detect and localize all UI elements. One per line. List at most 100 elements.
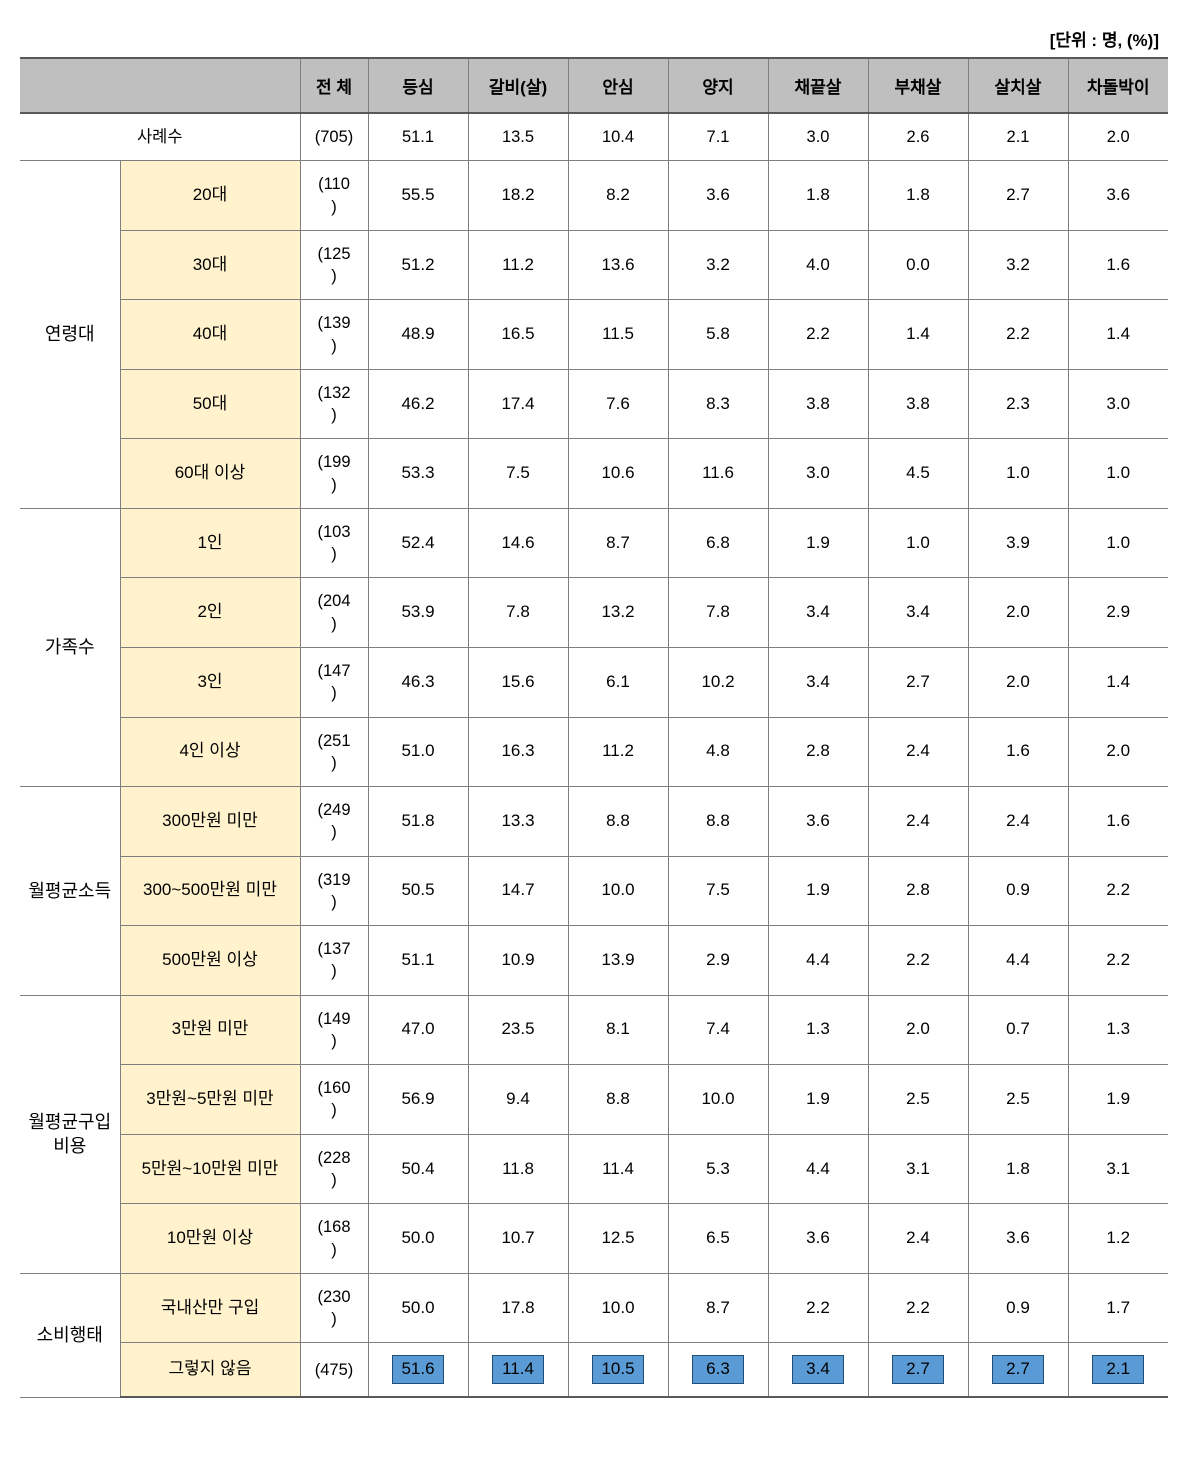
cell-v1: 11.4 [468,1343,568,1397]
cell-v4: 3.4 [768,578,868,648]
table-row: 30대(125)51.211.213.63.24.00.03.21.6 [20,230,1168,300]
cell-v0: 53.9 [368,578,468,648]
count-cell: (103) [300,508,368,578]
cell-v7: 2.2 [1068,926,1168,996]
cell-v4: 3.6 [768,787,868,857]
cell-v0: 51.0 [368,717,468,787]
cell-v4: 3.8 [768,369,868,439]
count-cell: (137) [300,926,368,996]
cell-v0: 48.9 [368,300,468,370]
col-group [20,58,300,113]
col-v3: 양지 [668,58,768,113]
cell-v6: 2.7 [968,161,1068,231]
cell-v5: 3.4 [868,578,968,648]
cell-v5: 2.4 [868,787,968,857]
cell-v5: 0.0 [868,230,968,300]
group-label: 월평균구입비용 [20,995,120,1273]
cell-v5: 1.0 [868,508,968,578]
cell-v5: 1.8 [868,161,968,231]
cell-v1: 10.7 [468,1204,568,1274]
cell-v5: 2.4 [868,717,968,787]
count-cell: (319) [300,856,368,926]
col-count: 전 체 [300,58,368,113]
cell-v6: 3.6 [968,1204,1068,1274]
cell-v0: 56.9 [368,1065,468,1135]
cell-v6: 2.5 [968,1065,1068,1135]
cell-v0: 46.2 [368,369,468,439]
cell-v3: 4.8 [668,717,768,787]
table-row: 50대(132)46.217.47.68.33.83.82.33.0 [20,369,1168,439]
cell-v2: 8.2 [568,161,668,231]
totals-v1: 13.5 [468,113,568,161]
cell-v1: 14.6 [468,508,568,578]
cell-v6: 3.2 [968,230,1068,300]
cell-v2: 10.6 [568,439,668,509]
col-v2: 안심 [568,58,668,113]
table-row: 그렇지 않음(475)51.611.410.56.33.42.72.72.1 [20,1343,1168,1397]
cell-v5: 2.2 [868,1273,968,1343]
cell-v4: 3.6 [768,1204,868,1274]
sub-label: 60대 이상 [120,439,300,509]
cell-v6: 2.3 [968,369,1068,439]
cell-v1: 11.2 [468,230,568,300]
cell-v2: 11.2 [568,717,668,787]
cell-v2: 13.2 [568,578,668,648]
cell-v0: 50.5 [368,856,468,926]
cell-v3: 6.8 [668,508,768,578]
cell-v4: 2.2 [768,1273,868,1343]
cell-v1: 10.9 [468,926,568,996]
cell-v7: 3.0 [1068,369,1168,439]
cell-v6: 0.7 [968,995,1068,1065]
table-row: 60대 이상(199)53.37.510.611.63.04.51.01.0 [20,439,1168,509]
table-row: 연령대20대(110)55.518.28.23.61.81.82.73.6 [20,161,1168,231]
cell-v3: 5.8 [668,300,768,370]
cell-v0: 53.3 [368,439,468,509]
cell-v2: 10.0 [568,856,668,926]
cell-v7: 2.1 [1068,1343,1168,1397]
table-row: 3만원~5만원 미만(160)56.99.48.810.01.92.52.51.… [20,1065,1168,1135]
unit-label: [단위 : 명, (%)] [20,20,1163,57]
cell-v1: 15.6 [468,647,568,717]
sub-label: 3인 [120,647,300,717]
cell-v7: 2.2 [1068,856,1168,926]
header-row: 전 체 등심 갈비(살) 안심 양지 채끝살 부채살 살치살 차돌박이 [20,58,1168,113]
cell-v3: 6.5 [668,1204,768,1274]
cell-v5: 3.1 [868,1134,968,1204]
cell-v6: 1.6 [968,717,1068,787]
table-row: 500만원 이상(137)51.110.913.92.94.42.24.42.2 [20,926,1168,996]
cell-v4: 2.2 [768,300,868,370]
cell-v7: 1.0 [1068,439,1168,509]
table-row: 가족수1인(103)52.414.68.76.81.91.03.91.0 [20,508,1168,578]
table-row: 2인(204)53.97.813.27.83.43.42.02.9 [20,578,1168,648]
sub-label: 40대 [120,300,300,370]
cell-v7: 2.0 [1068,717,1168,787]
cell-v2: 11.5 [568,300,668,370]
totals-v4: 3.0 [768,113,868,161]
cell-v3: 5.3 [668,1134,768,1204]
cell-v2: 13.9 [568,926,668,996]
cell-v7: 1.6 [1068,787,1168,857]
table-row: 월평균구입비용3만원 미만(149)47.023.58.17.41.32.00.… [20,995,1168,1065]
group-label: 연령대 [20,161,120,509]
cell-v0: 51.1 [368,926,468,996]
cell-v7: 1.3 [1068,995,1168,1065]
cell-v0: 55.5 [368,161,468,231]
count-cell: (160) [300,1065,368,1135]
col-v1: 갈비(살) [468,58,568,113]
cell-v1: 13.3 [468,787,568,857]
cell-v6: 2.2 [968,300,1068,370]
cell-v2: 8.8 [568,1065,668,1135]
cell-v4: 3.0 [768,439,868,509]
cell-v2: 12.5 [568,1204,668,1274]
cell-v5: 2.2 [868,926,968,996]
cell-v1: 17.4 [468,369,568,439]
group-label: 월평균소득 [20,787,120,996]
cell-v0: 50.4 [368,1134,468,1204]
col-v5: 부채살 [868,58,968,113]
cell-v3: 8.7 [668,1273,768,1343]
cell-v7: 1.4 [1068,647,1168,717]
sub-label: 그렇지 않음 [120,1343,300,1397]
cell-v1: 18.2 [468,161,568,231]
sub-label: 4인 이상 [120,717,300,787]
sub-label: 30대 [120,230,300,300]
